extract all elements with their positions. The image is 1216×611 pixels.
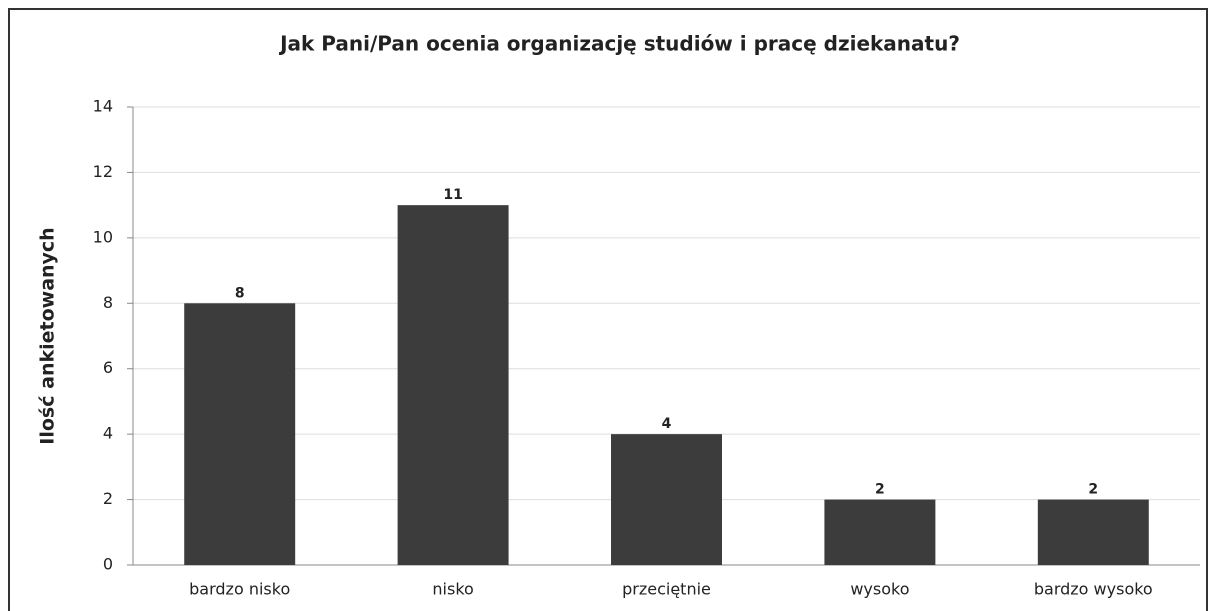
data-label: 4 <box>662 416 672 432</box>
y-tick-label: 12 <box>93 162 113 181</box>
x-tick-label: bardzo wysoko <box>1034 580 1153 599</box>
x-tick-label: bardzo nisko <box>189 580 290 599</box>
x-tick-label: nisko <box>432 580 473 599</box>
bar <box>184 303 296 565</box>
y-tick-label: 10 <box>93 227 113 246</box>
bar <box>1037 499 1149 565</box>
y-axis-label: Ilość ankietowanych <box>37 227 59 444</box>
y-tick-label: 8 <box>103 293 113 312</box>
data-label: 8 <box>235 285 245 301</box>
bar <box>397 205 509 565</box>
y-tick-label: 4 <box>103 424 113 443</box>
y-tick-label: 0 <box>103 555 113 574</box>
y-tick-label: 14 <box>93 97 113 116</box>
x-tick-label: przeciętnie <box>622 580 711 599</box>
data-label: 2 <box>875 482 885 498</box>
y-tick-label: 2 <box>103 489 113 508</box>
chart-title: Jak Pani/Pan ocenia organizację studiów … <box>278 32 960 56</box>
data-label: 11 <box>443 187 462 203</box>
data-label: 2 <box>1088 482 1098 498</box>
x-tick-label: wysoko <box>850 580 909 599</box>
y-tick-label: 6 <box>103 358 113 377</box>
bar <box>611 434 722 565</box>
bar <box>824 499 936 565</box>
